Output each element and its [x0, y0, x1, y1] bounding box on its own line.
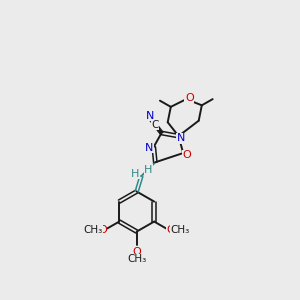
Text: O: O	[132, 247, 141, 256]
Text: O: O	[98, 225, 107, 235]
Text: O: O	[185, 93, 194, 103]
Text: H: H	[144, 165, 152, 175]
Text: N: N	[145, 143, 153, 153]
Text: N: N	[177, 134, 185, 143]
Text: CH₃: CH₃	[171, 225, 190, 235]
Text: O: O	[167, 225, 175, 235]
Text: CH₃: CH₃	[127, 254, 146, 264]
Text: H: H	[131, 169, 139, 179]
Text: C: C	[152, 120, 159, 130]
Text: CH₃: CH₃	[84, 225, 103, 235]
Text: N: N	[146, 111, 154, 121]
Text: O: O	[183, 150, 191, 160]
